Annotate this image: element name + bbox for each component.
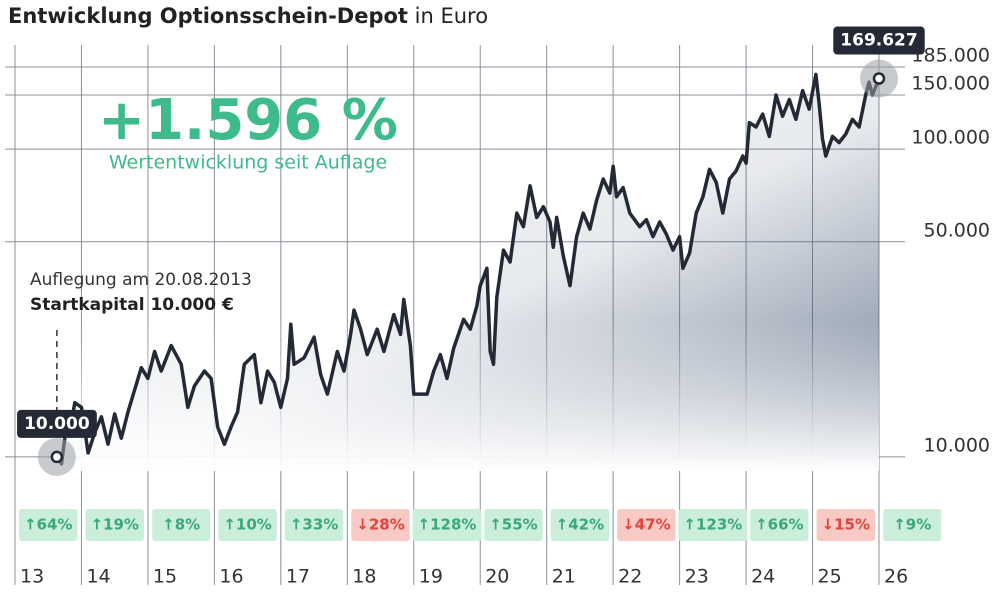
return-badge-label: ↑64% <box>24 516 72 534</box>
return-badge-label: ↑10% <box>223 516 271 534</box>
point-label: 10.000 <box>24 414 90 434</box>
y-tick-label: 150.000 <box>911 72 990 94</box>
return-badge <box>816 509 876 541</box>
return-badge <box>152 509 211 541</box>
return-badge-label: ↑128% <box>418 516 477 534</box>
point-label: 169.627 <box>840 31 917 51</box>
return-badge-label: ↑8% <box>162 516 200 534</box>
return-badge <box>18 509 78 541</box>
return-badge-label: ↓15% <box>822 516 870 534</box>
launch-note: Auflegung am 20.08.2013 <box>30 270 252 290</box>
point-label-bg <box>833 26 925 55</box>
return-badge-label: ↓47% <box>622 516 670 534</box>
x-tick-label: 17 <box>286 566 310 588</box>
area-fade <box>56 320 879 471</box>
return-badge-label: ↑66% <box>755 516 803 534</box>
start-capital: Startkapital 10.000 € <box>30 295 234 315</box>
chart-title: Entwicklung Optionsschein-Depot in Euro <box>8 4 488 28</box>
return-badge-label: ↑33% <box>290 516 338 534</box>
point <box>872 72 886 85</box>
x-tick-label: 16 <box>219 566 243 588</box>
return-badge <box>284 509 344 541</box>
x-tick-label: 19 <box>419 566 443 588</box>
x-tick-label: 18 <box>352 566 376 588</box>
plot: 10.000 169.627 <box>17 26 925 476</box>
x-tick-label: 14 <box>86 566 110 588</box>
x-tick-label: 23 <box>685 566 709 588</box>
y-tick-label: 185.000 <box>911 44 990 66</box>
return-badge <box>85 509 144 541</box>
return-badge-label: ↑42% <box>556 516 604 534</box>
return-badge <box>750 509 809 541</box>
return-badge <box>412 509 482 541</box>
x-tick-label: 20 <box>485 566 509 588</box>
y-tick-label: 10.000 <box>924 434 990 456</box>
x-tick-label: 24 <box>751 566 775 588</box>
point <box>50 450 64 464</box>
return-badge <box>883 509 942 541</box>
return-badge <box>617 509 676 541</box>
x-tick-label: 22 <box>618 566 642 588</box>
return-badge <box>351 509 410 541</box>
return-badge-label: ↑55% <box>489 516 537 534</box>
headline-caption: Wertentwicklung seit Auflage <box>109 152 387 174</box>
y-tick-label: 50.000 <box>924 219 990 241</box>
return-badge <box>678 509 748 541</box>
return-badge-label: ↓28% <box>356 516 404 534</box>
point-label-bg <box>17 409 97 438</box>
return-badge-label: ↑9% <box>893 516 931 534</box>
title-unit: in Euro <box>415 4 488 28</box>
return-badge <box>484 509 543 541</box>
line <box>55 72 881 466</box>
return-badge-label: ↑19% <box>90 516 138 534</box>
return-badge <box>218 509 277 541</box>
title-main: Entwicklung Optionsschein-Depot <box>8 4 408 28</box>
y-tick-label: 100.000 <box>911 127 990 149</box>
x-tick-label: 15 <box>153 566 177 588</box>
x-tick-label: 25 <box>818 566 842 588</box>
return-badge-label: ↑123% <box>683 516 742 534</box>
headline: +1.596 % <box>98 88 398 153</box>
return-badge <box>550 509 610 541</box>
x-tick-label: 13 <box>20 566 44 588</box>
x-tick-label: 21 <box>552 566 576 588</box>
x-tick-label: 26 <box>884 566 908 588</box>
